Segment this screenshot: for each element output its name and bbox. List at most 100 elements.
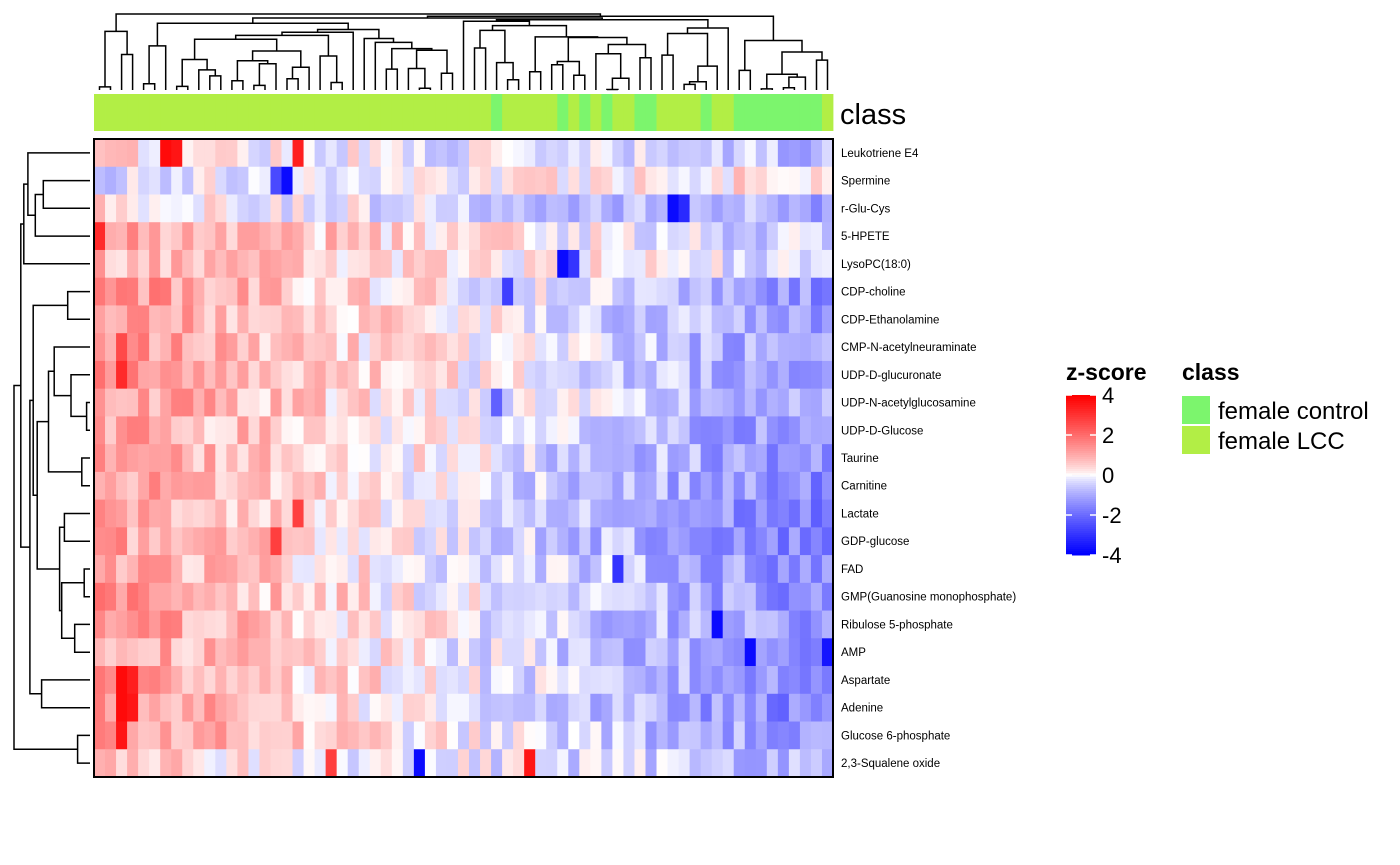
- heatmap-cell: [656, 721, 668, 750]
- heatmap-cell: [700, 305, 713, 334]
- heatmap-cell: [270, 638, 282, 667]
- heatmap-cell: [270, 610, 282, 639]
- heatmap-cell: [149, 194, 161, 223]
- class-bar-cell: [821, 94, 834, 131]
- class-bar-cell: [193, 94, 205, 131]
- heatmap-cell: [413, 166, 426, 195]
- heatmap-cell: [733, 499, 746, 528]
- heatmap-cell: [226, 555, 238, 584]
- heatmap-cell: [226, 222, 238, 251]
- heatmap-cell: [755, 249, 768, 279]
- heatmap-cell: [105, 305, 117, 334]
- heatmap-cell: [700, 222, 713, 251]
- heatmap-cell: [821, 360, 834, 390]
- heatmap-cell: [799, 693, 812, 722]
- row-label: CDP-Ethanolamine: [841, 314, 939, 326]
- heatmap-cell: [446, 499, 459, 528]
- zscore-gradient-step: [1066, 495, 1096, 498]
- heatmap-cell: [424, 693, 437, 722]
- heatmap-cell: [193, 610, 205, 639]
- heatmap-cell: [226, 305, 238, 334]
- heatmap-cell: [435, 555, 448, 584]
- heatmap-cell: [711, 721, 724, 750]
- heatmap-cell: [424, 638, 437, 667]
- heatmap-cell: [413, 194, 426, 223]
- heatmap-cell: [446, 638, 459, 667]
- heatmap-cell: [579, 277, 591, 306]
- dendrogram-branch: [760, 88, 774, 90]
- heatmap-cell: [193, 360, 205, 390]
- class-bar-cell: [457, 94, 470, 131]
- heatmap-cell: [336, 277, 349, 306]
- heatmap-cell: [347, 610, 360, 639]
- heatmap-cell: [502, 139, 514, 168]
- heatmap-cell: [788, 527, 801, 556]
- heatmap-cell: [579, 139, 591, 168]
- dendrogram-branch: [479, 29, 506, 63]
- heatmap-cell: [259, 416, 271, 445]
- heatmap-cell: [524, 222, 536, 251]
- heatmap-cell: [402, 166, 415, 195]
- heatmap-cell: [645, 555, 657, 584]
- heatmap-cell: [766, 471, 779, 501]
- heatmap-cell: [402, 139, 415, 168]
- heatmap-cell: [347, 555, 360, 584]
- heatmap-cell: [105, 582, 117, 611]
- heatmap-cell: [810, 249, 823, 279]
- heatmap-cell: [799, 277, 812, 306]
- heatmap-cell: [435, 499, 448, 528]
- heatmap-cell: [380, 749, 393, 778]
- heatmap-cell: [292, 444, 304, 473]
- heatmap-cell: [623, 721, 635, 750]
- heatmap-cell: [480, 582, 492, 611]
- heatmap-cell: [744, 277, 757, 306]
- heatmap-cell: [568, 166, 580, 195]
- heatmap-cell: [469, 360, 481, 390]
- heatmap-cell: [502, 416, 514, 445]
- column-dendrogram: [98, 13, 829, 91]
- heatmap-cell: [204, 471, 216, 501]
- heatmap-cell: [513, 277, 525, 306]
- heatmap-cell: [766, 527, 779, 556]
- heatmap-cell: [281, 388, 293, 417]
- heatmap-cell: [171, 721, 183, 750]
- heatmap-cell: [127, 277, 139, 306]
- heatmap-cell: [755, 305, 768, 334]
- zscore-gradient-step: [1066, 527, 1096, 530]
- heatmap-cell: [94, 471, 106, 501]
- heatmap-cell: [535, 527, 547, 556]
- heatmap-cell: [777, 555, 790, 584]
- heatmap-cell: [292, 305, 304, 334]
- heatmap-cell: [612, 194, 624, 223]
- zscore-gradient-step: [1066, 549, 1096, 552]
- heatmap-cell: [557, 749, 569, 778]
- heatmap-cell: [160, 555, 172, 584]
- heatmap-cell: [446, 471, 459, 501]
- heatmap-cell: [502, 388, 514, 417]
- heatmap-cell: [623, 693, 635, 722]
- heatmap-cell: [656, 416, 668, 445]
- class-bar-cell: [402, 94, 415, 131]
- heatmap-cell: [270, 555, 282, 584]
- heatmap-cell: [457, 749, 470, 778]
- heatmap-cell: [292, 693, 304, 722]
- heatmap-cell: [579, 194, 591, 223]
- heatmap-cell: [634, 666, 646, 695]
- heatmap-cell: [446, 194, 459, 223]
- heatmap-cell: [325, 139, 338, 168]
- heatmap-cell: [579, 638, 591, 667]
- heatmap-cell: [358, 305, 371, 334]
- heatmap-cell: [678, 388, 691, 417]
- heatmap-cell: [590, 499, 602, 528]
- heatmap-cell: [568, 693, 580, 722]
- heatmap-cell: [281, 416, 293, 445]
- heatmap-cell: [413, 360, 426, 390]
- zscore-gradient-step: [1066, 533, 1096, 536]
- heatmap-cell: [424, 582, 437, 611]
- heatmap-cell: [237, 333, 249, 362]
- heatmap-cell: [94, 499, 106, 528]
- heatmap-cell: [369, 416, 382, 445]
- zscore-gradient-step: [1066, 407, 1096, 410]
- heatmap-cell: [513, 166, 525, 195]
